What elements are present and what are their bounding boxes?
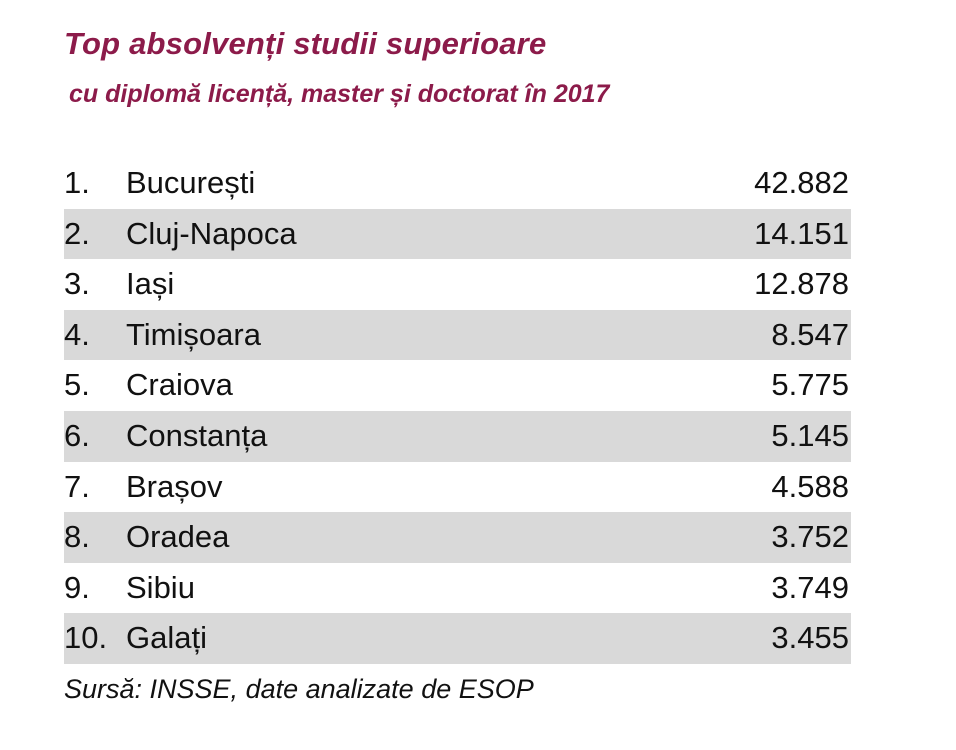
table-row: 1. București 42.882 — [64, 158, 851, 209]
city-cell: Iași — [126, 266, 175, 302]
value-cell: 3.749 — [771, 569, 849, 605]
city-cell: București — [126, 165, 256, 200]
rank-cell: 6. — [64, 417, 90, 453]
ranking-table: 1. București 42.882 2. Cluj-Napoca 14.151 3. Ia… — [64, 158, 851, 664]
city-cell: Brașov — [126, 468, 223, 504]
city-cell: Craiova — [126, 367, 233, 403]
table-row: 9. Sibiu 3.749 — [64, 563, 851, 614]
value-cell: 3.455 — [771, 620, 849, 656]
rank-cell: 3. — [64, 266, 90, 302]
value-cell: 12.878 — [754, 266, 849, 302]
table-row: 4. Timișoara 8.547 — [64, 309, 851, 361]
rank-cell: 4. — [64, 316, 90, 352]
city-cell: Sibiu — [126, 569, 195, 605]
table-row: 6. Constanța 5.145 — [64, 410, 851, 462]
table-row: 2. Cluj-Napoca 14.151 — [64, 208, 851, 260]
city-cell: Galați — [126, 620, 207, 656]
rank-cell: 5. — [64, 367, 90, 403]
table-row: 8. Oradea 3.752 — [64, 512, 851, 563]
value-cell: 5.145 — [771, 417, 849, 453]
source-note: Sursă: INSSE, date analizate de ESOP — [64, 674, 534, 704]
chart-title: Top absolvenți studii superioare — [64, 26, 547, 61]
table-row: 5. Craiova 5.775 — [64, 360, 851, 411]
table-row: 3. Iași 12.878 — [64, 259, 851, 310]
rank-cell: 8. — [64, 519, 90, 555]
table-row: 7. Brașov 4.588 — [64, 462, 851, 513]
value-cell: 5.775 — [771, 367, 849, 403]
value-cell: 3.752 — [771, 519, 849, 555]
value-cell: 8.547 — [771, 316, 849, 352]
table-row: 10. Galați 3.455 — [64, 613, 851, 664]
rank-cell: 2. — [64, 215, 90, 251]
rank-cell: 7. — [64, 468, 90, 504]
city-cell: Cluj-Napoca — [126, 215, 297, 251]
rank-cell: 9. — [64, 569, 90, 605]
value-cell: 42.882 — [754, 165, 849, 200]
city-cell: Constanța — [126, 417, 268, 453]
rank-cell: 10. — [64, 620, 108, 656]
chart-subtitle: cu diplomă licență, master și doctorat î… — [69, 80, 610, 108]
city-cell: Oradea — [126, 519, 230, 555]
rank-cell: 1. — [64, 165, 90, 200]
value-cell: 14.151 — [754, 215, 849, 251]
value-cell: 4.588 — [771, 468, 849, 504]
city-cell: Timișoara — [126, 316, 261, 352]
